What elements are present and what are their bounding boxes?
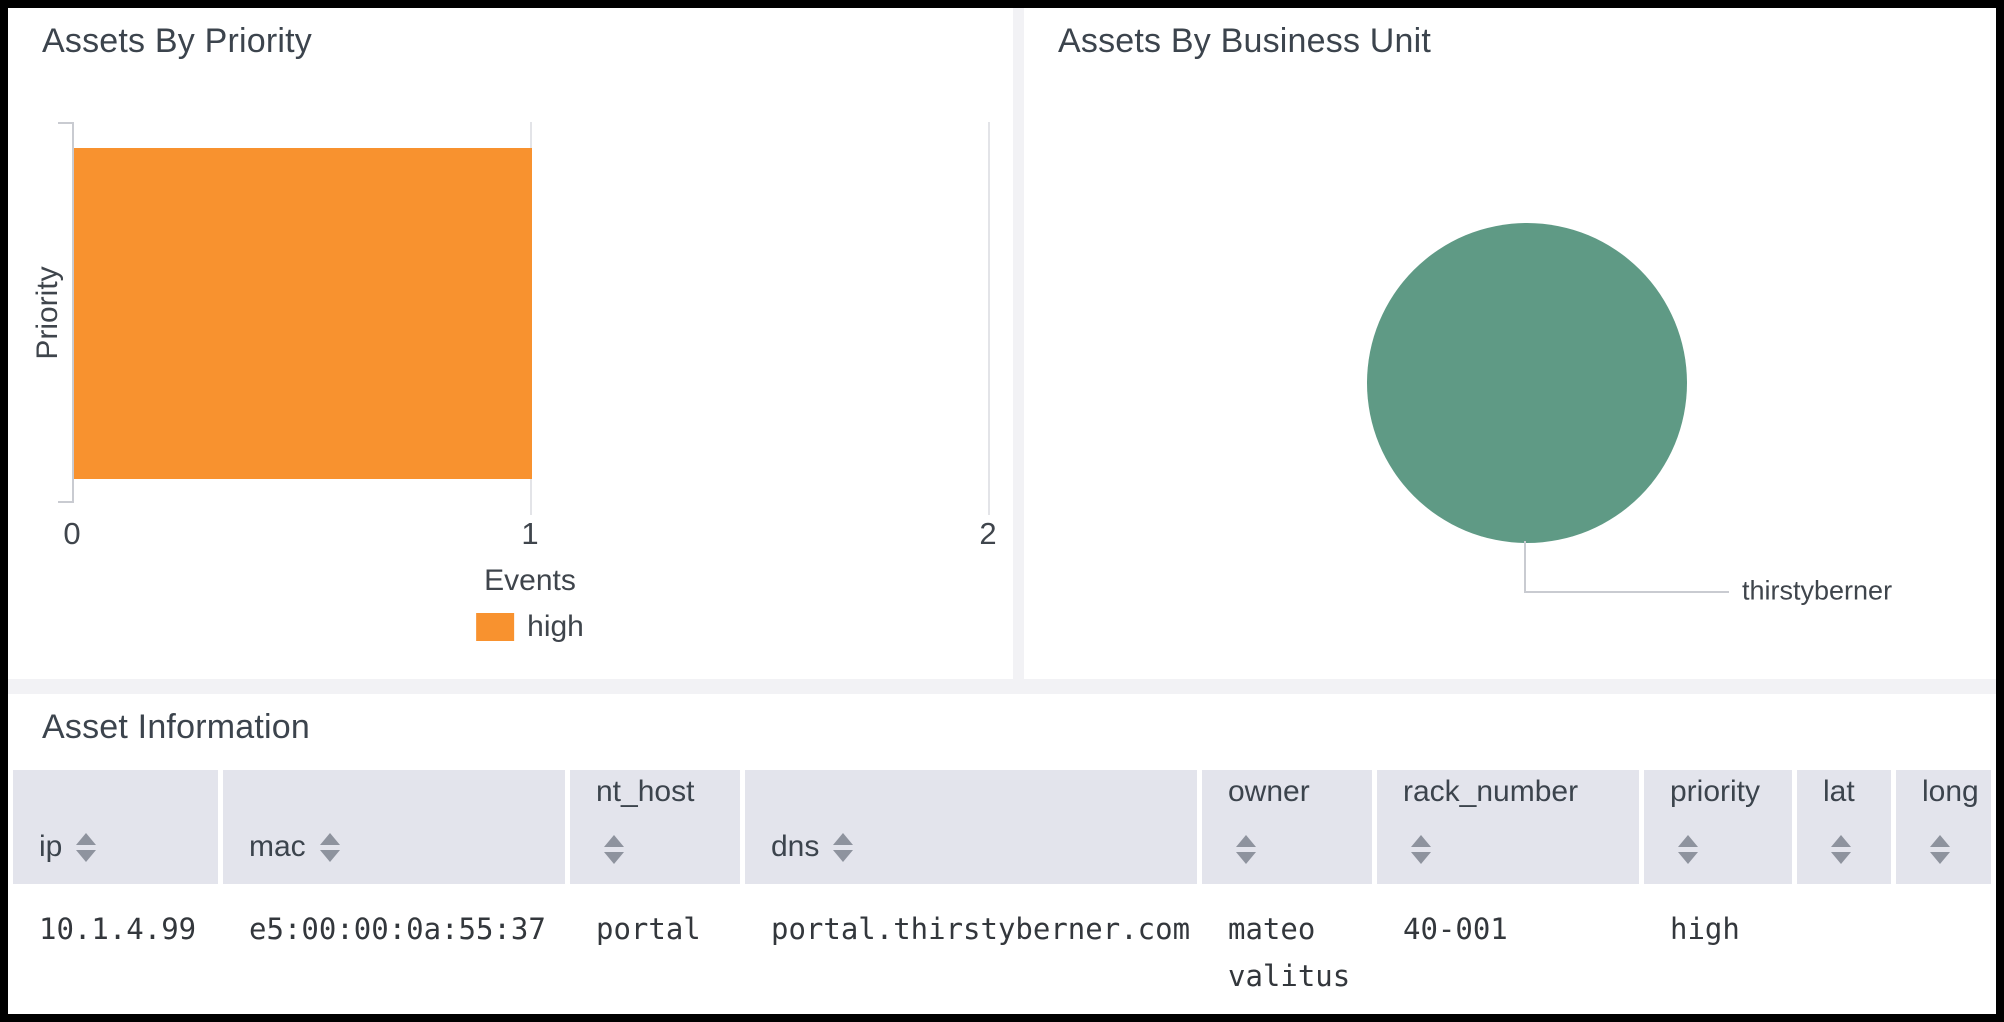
x-tick: 0 — [63, 516, 81, 551]
gridline-x2 — [988, 122, 990, 515]
panel-assets-by-priority: Assets By Priority 0 1 2 Events high Pri… — [8, 8, 1013, 679]
sort-arrows-icon — [1678, 835, 1698, 864]
column-header-owner[interactable]: owner — [1202, 770, 1372, 884]
bar-chart-plot-area: 0 1 2 Events high — [58, 122, 997, 643]
sort-arrows-icon — [76, 832, 97, 862]
y-axis-label: Priority — [31, 266, 64, 360]
panel-title-assets-by-business-unit: Assets By Business Unit — [1058, 22, 1432, 60]
column-header-priority[interactable]: priority — [1644, 770, 1792, 884]
cell-owner[interactable]: mateo valitus — [1202, 884, 1372, 1000]
column-header-mac[interactable]: mac — [223, 770, 565, 884]
sort-arrows-icon — [319, 832, 340, 862]
column-header-rack_number[interactable]: rack_number — [1377, 770, 1639, 884]
pie-slice-label: thirstyberner — [1742, 575, 1893, 606]
sort-arrows-icon — [1236, 835, 1256, 864]
cell-ip[interactable]: 10.1.4.99 — [13, 884, 218, 1000]
asset-table: ip mac nt_host — [8, 770, 1996, 1000]
panel-title-asset-information: Asset Information — [42, 708, 310, 746]
table-row: 10.1.4.99 e5:00:00:0a:55:37 portal porta… — [13, 884, 1991, 1000]
column-header-dns[interactable]: dns — [745, 770, 1197, 884]
cell-nt_host[interactable]: portal — [570, 884, 740, 1000]
sort-arrows-icon — [833, 832, 854, 862]
cell-rack_number[interactable]: 40-001 — [1377, 884, 1639, 1000]
column-header-nt_host[interactable]: nt_host — [570, 770, 740, 884]
pie-slice-thirstyberner[interactable] — [1367, 223, 1687, 543]
y-axis-line — [72, 122, 74, 503]
bar-high[interactable] — [74, 148, 532, 479]
sort-arrows-icon — [604, 835, 624, 864]
cell-dns[interactable]: portal.thirstyberner.com — [745, 884, 1197, 1000]
x-axis-label: Events — [484, 564, 576, 597]
y-axis-top-bracket — [58, 122, 72, 124]
legend-label: high — [527, 610, 584, 643]
legend-swatch — [476, 613, 515, 641]
cell-long[interactable] — [1896, 884, 1991, 1000]
cell-mac[interactable]: e5:00:00:0a:55:37 — [223, 884, 565, 1000]
panel-title-assets-by-priority: Assets By Priority — [42, 22, 312, 60]
sort-arrows-icon — [1930, 835, 1950, 864]
dashboard-page: Assets By Priority 0 1 2 Events high Pri… — [8, 8, 1996, 1014]
panel-assets-by-business-unit: Assets By Business Unit thirstyberner — [1024, 8, 1996, 679]
y-axis-bottom-bracket — [58, 501, 72, 503]
column-header-lat[interactable]: lat — [1797, 770, 1891, 884]
cell-lat[interactable] — [1797, 884, 1891, 1000]
sort-arrows-icon — [1831, 835, 1851, 864]
column-header-long[interactable]: long — [1896, 770, 1991, 884]
cell-priority[interactable]: high — [1644, 884, 1792, 1000]
x-tick: 2 — [979, 516, 997, 551]
table-header-row: ip mac nt_host — [13, 770, 1991, 884]
pie-callout-line-horizontal — [1524, 591, 1729, 593]
pie-callout-line-vertical — [1524, 541, 1526, 593]
x-tick: 1 — [521, 516, 539, 551]
sort-arrows-icon — [1411, 835, 1431, 864]
column-header-ip[interactable]: ip — [13, 770, 218, 884]
panel-asset-information: Asset Information ip — [8, 694, 1996, 1014]
legend-item-high[interactable]: high — [476, 610, 584, 644]
